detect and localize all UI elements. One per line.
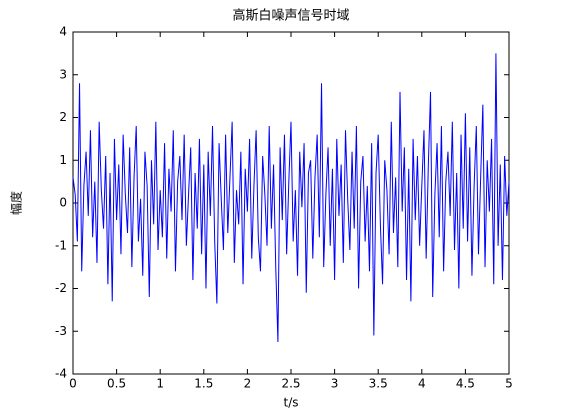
y-tick-label: -4: [55, 367, 67, 381]
data-line: [72, 53, 510, 342]
y-axis-label: 幅度: [9, 191, 24, 215]
y-tick-label: 3: [59, 67, 67, 81]
y-tick-label: -2: [55, 281, 67, 295]
y-tick-label: 1: [59, 153, 67, 167]
x-tick-label: 0: [69, 377, 77, 391]
x-tick-label: 2: [244, 377, 252, 391]
x-tick-label: 1: [156, 377, 164, 391]
x-axis-label: t/s: [284, 396, 299, 410]
y-tick-label: -3: [55, 324, 67, 338]
x-tick-label: 3.5: [369, 377, 388, 391]
x-tick-label: 1.5: [194, 377, 213, 391]
y-tick-label: 0: [59, 196, 67, 210]
x-tick-label: 4.5: [456, 377, 475, 391]
x-tick-label: 0.5: [107, 377, 126, 391]
y-tick-label: 4: [59, 25, 67, 39]
x-tick-label: 2.5: [281, 377, 300, 391]
y-tick-label: -1: [55, 238, 67, 252]
y-tick-label: 2: [59, 110, 67, 124]
chart-title: 高斯白噪声信号时域: [232, 8, 349, 24]
x-tick-label: 4: [418, 377, 426, 391]
x-tick-label: 5: [505, 377, 513, 391]
x-tick-label: 3: [331, 377, 339, 391]
plot-area: [72, 31, 510, 375]
